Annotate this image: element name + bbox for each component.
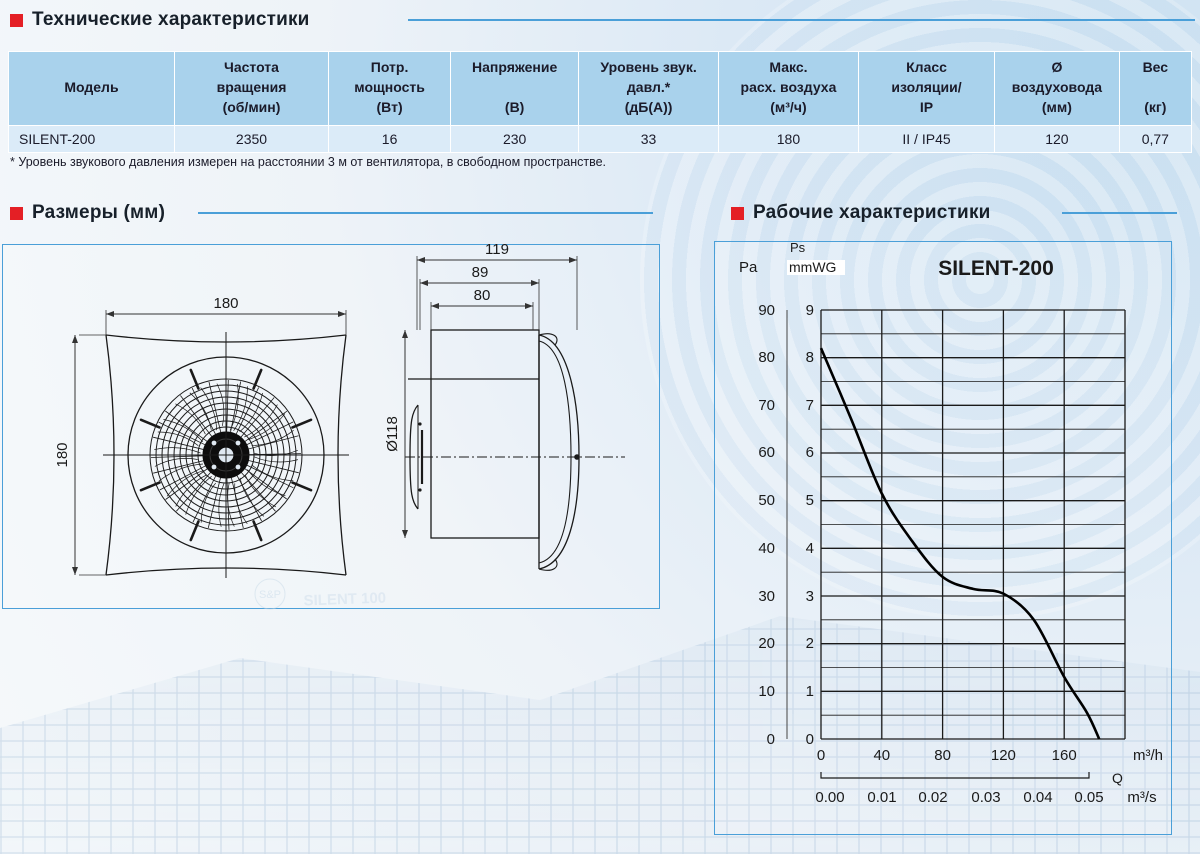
svg-text:4: 4 <box>806 540 814 557</box>
svg-text:Ps: Ps <box>790 240 806 255</box>
svg-text:50: 50 <box>758 492 775 509</box>
svg-text:8: 8 <box>806 349 814 366</box>
svg-text:0: 0 <box>806 731 814 748</box>
svg-text:SILENT-200: SILENT-200 <box>938 257 1054 280</box>
svg-text:40: 40 <box>873 747 890 764</box>
svg-text:Pa: Pa <box>739 259 758 276</box>
svg-text:2: 2 <box>806 635 814 652</box>
svg-text:0.05: 0.05 <box>1074 789 1103 806</box>
svg-text:80: 80 <box>758 349 775 366</box>
svg-text:9: 9 <box>806 302 814 319</box>
svg-text:m³/h: m³/h <box>1133 747 1163 764</box>
svg-text:40: 40 <box>758 540 775 557</box>
svg-text:1: 1 <box>806 683 814 700</box>
svg-text:10: 10 <box>758 683 775 700</box>
svg-text:Q: Q <box>1112 770 1123 786</box>
svg-text:0: 0 <box>817 747 825 764</box>
svg-text:7: 7 <box>806 397 814 414</box>
svg-text:60: 60 <box>758 444 775 461</box>
svg-text:80: 80 <box>934 747 951 764</box>
svg-text:0.01: 0.01 <box>867 789 896 806</box>
svg-text:160: 160 <box>1052 747 1077 764</box>
svg-text:0.02: 0.02 <box>918 789 947 806</box>
svg-text:6: 6 <box>806 444 814 461</box>
svg-text:20: 20 <box>758 635 775 652</box>
svg-text:90: 90 <box>758 302 775 319</box>
svg-text:0: 0 <box>767 731 775 748</box>
svg-text:70: 70 <box>758 397 775 414</box>
svg-text:0.00: 0.00 <box>815 789 844 806</box>
svg-text:30: 30 <box>758 588 775 605</box>
svg-text:0.03: 0.03 <box>971 789 1000 806</box>
svg-text:mmWG: mmWG <box>789 259 836 275</box>
svg-text:120: 120 <box>991 747 1016 764</box>
svg-text:3: 3 <box>806 588 814 605</box>
svg-text:5: 5 <box>806 492 814 509</box>
svg-text:m³/s: m³/s <box>1127 789 1156 806</box>
svg-text:0.04: 0.04 <box>1023 789 1052 806</box>
